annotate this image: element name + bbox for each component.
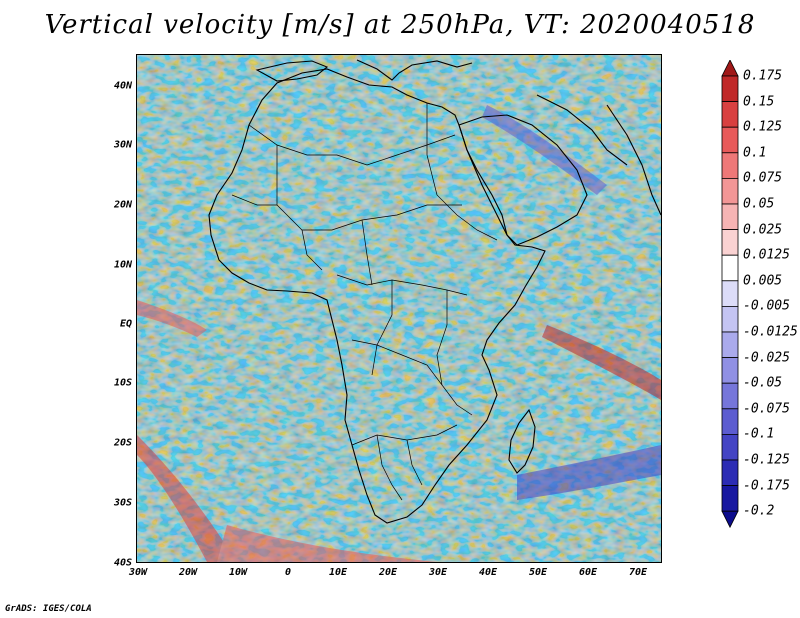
lat-label: 20S (113, 437, 132, 449)
colorbar-swatch (721, 178, 739, 205)
lon-label: 0 (284, 567, 292, 578)
band-southern-ocean (217, 525, 437, 562)
colorbar-swatch (721, 331, 739, 359)
colorbar-tick-label: -0.025 (743, 350, 790, 366)
country-borders (231, 103, 498, 501)
colorbar-swatch (721, 408, 739, 435)
border-congo (351, 339, 443, 386)
colorbar-swatch (721, 152, 739, 179)
colorbar-tick-label: 0.15 (743, 94, 775, 110)
colorbar-bottom-arrow (721, 510, 739, 529)
band-south-indian (517, 445, 661, 500)
colorbar-tick-label: 0.025 (743, 222, 783, 238)
colorbar-tick-label: 0.05 (743, 196, 775, 212)
lat-label: 40N (113, 80, 132, 92)
arabia-coastline (458, 114, 588, 246)
colorbar (721, 60, 739, 529)
border-sahara-1 (248, 124, 456, 166)
lon-label: 30E (428, 567, 448, 578)
velocity-map (136, 54, 662, 563)
colorbar-swatch (721, 280, 739, 307)
map-title: Vertical velocity [m/s] at 250hPa, VT: 2… (44, 10, 756, 40)
border-west-africa (231, 194, 373, 286)
colorbar-swatch (721, 485, 739, 512)
colorbar-top-arrow (721, 60, 739, 77)
colorbar-swatch (721, 229, 739, 256)
lat-label: 10S (113, 377, 132, 389)
lat-label: 20N (113, 199, 132, 211)
colorbar-swatch (721, 357, 739, 384)
persia-coastline (536, 94, 628, 166)
colorbar-tick-label: -0.175 (743, 478, 790, 494)
colorbar-tick-label: -0.075 (743, 401, 790, 417)
colorbar-tick-label: 0.0125 (743, 247, 790, 263)
madagascar-coastline (508, 408, 536, 474)
italy-balkans-coastline (356, 59, 473, 81)
colorbar-tick-label: -0.05 (743, 375, 783, 391)
colorbar-tick-label: 0.125 (743, 119, 783, 135)
border-nile (426, 103, 498, 241)
colorbar-swatch (721, 459, 739, 487)
colorbar-tick-label: -0.1 (743, 426, 775, 442)
lon-label: 50E (528, 567, 548, 578)
iberia-coastline (255, 60, 329, 82)
colorbar-swatch (721, 75, 739, 103)
band-south-atlantic (137, 435, 237, 562)
colorbar-swatch (721, 305, 739, 333)
india-coastline (606, 104, 661, 216)
lon-label: 10W (228, 567, 248, 578)
colorbar-swatch (721, 203, 739, 231)
footer-credit: GrADS: IGES/COLA (5, 604, 92, 614)
band-atlantic-eq (137, 300, 207, 337)
feature-bands (137, 105, 661, 562)
lon-label: 20E (378, 567, 398, 578)
colorbar-tick-label: 0.175 (743, 68, 783, 84)
lat-label: 10N (113, 259, 132, 271)
lon-label: 40E (478, 567, 498, 578)
lon-label: 20W (178, 567, 198, 578)
lon-label: 10E (328, 567, 348, 578)
colorbar-tick-label: -0.2 (743, 503, 775, 519)
colorbar-swatch (721, 433, 739, 461)
colorbar-swatch (721, 382, 739, 410)
colorbar-tick-label: 0.005 (743, 273, 783, 289)
colorbar-tick-label: 0.1 (743, 145, 767, 161)
lat-label: 40S (113, 557, 132, 569)
colorbar-tick-label: -0.125 (743, 452, 790, 468)
border-central (336, 274, 468, 376)
colorbar-tick-label: 0.075 (743, 170, 783, 186)
colorbar-swatch (721, 101, 739, 128)
band-east-indian-ocean (542, 325, 661, 400)
lat-label: EQ (119, 318, 132, 330)
coastlines (208, 59, 661, 524)
colorbar-swatch (721, 126, 739, 154)
colorbar-tick-label: -0.005 (743, 298, 790, 314)
lat-label: 30N (113, 139, 132, 151)
border-sahara-2 (276, 145, 462, 231)
lon-label: 30W (128, 567, 148, 578)
colorbar-tick-label: -0.0125 (743, 324, 798, 340)
colorbar-swatch (721, 254, 739, 282)
border-east (436, 290, 473, 416)
lon-label: 70E (628, 567, 648, 578)
band-mideast (482, 105, 607, 195)
border-south-2 (376, 434, 423, 501)
africa-coastline (208, 68, 546, 524)
lon-label: 60E (578, 567, 598, 578)
lat-label: 30S (113, 497, 132, 509)
